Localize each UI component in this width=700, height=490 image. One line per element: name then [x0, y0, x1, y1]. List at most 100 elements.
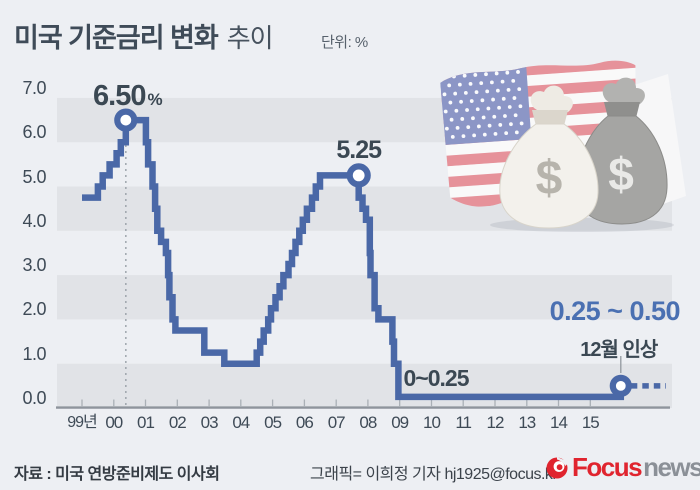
- flag-star: [441, 75, 446, 80]
- flag-star: [455, 126, 460, 130]
- annotation-peak-2000: 6.50%: [93, 80, 163, 113]
- flag-star: [482, 132, 487, 137]
- flag-star: [486, 106, 491, 111]
- x-tick-label: 99년: [67, 414, 98, 431]
- title-bold: 미국 기준금리 변화: [14, 23, 219, 53]
- flag-star: [519, 121, 524, 126]
- flag-star: [480, 98, 485, 103]
- y-tick-label: 1.0: [22, 343, 46, 364]
- rate-marker: [114, 108, 138, 132]
- peak-2000-value: 6.50: [93, 80, 146, 112]
- rate-markers: [114, 108, 632, 397]
- flag-star: [459, 99, 463, 104]
- flag-star: [504, 131, 509, 136]
- flag-star: [517, 87, 522, 92]
- flag-star: [465, 108, 469, 112]
- annotation-december-hike: 12월 인상: [580, 339, 658, 361]
- flag-star: [447, 83, 452, 88]
- x-tick-label: 02: [168, 413, 187, 432]
- logo-brand: Focus: [572, 452, 643, 482]
- flag-star: [505, 70, 510, 75]
- flag-star: [481, 115, 486, 120]
- flag-star: [460, 117, 465, 121]
- flag-star: [444, 126, 449, 131]
- flag-star: [448, 100, 453, 105]
- annotation-current-range: 0.25 ~ 0.50: [549, 296, 681, 326]
- annotation-peak-2006: 5.25: [336, 136, 382, 164]
- flag-star: [503, 114, 507, 118]
- flag-star: [461, 134, 466, 139]
- page-title: 미국 기준금리 변화 추이: [14, 16, 274, 55]
- flag-star: [472, 133, 477, 138]
- x-tick-label: 03: [200, 413, 219, 432]
- flag-star: [516, 70, 520, 74]
- y-tick-label: 5.0: [22, 166, 46, 187]
- x-tick-label: 08: [359, 413, 377, 432]
- flag-star: [477, 124, 481, 129]
- flag-star: [471, 116, 475, 121]
- flag-star: [463, 90, 468, 95]
- x-tick-label: 00: [105, 413, 123, 432]
- flag-star: [495, 88, 500, 93]
- flag-star: [492, 114, 497, 119]
- flag-star: [469, 99, 474, 103]
- flag-star: [513, 113, 518, 118]
- x-tick-label: 14: [550, 413, 568, 432]
- dollar-sign: $: [536, 152, 563, 205]
- flag-star: [485, 89, 490, 94]
- logo-suffix: news: [643, 452, 700, 482]
- x-tick-label: 07: [327, 413, 346, 432]
- flag-star: [479, 81, 484, 86]
- x-tick-label: 01: [137, 413, 155, 432]
- x-tick-label: 12: [486, 413, 505, 432]
- flag-star: [450, 134, 455, 139]
- credit-text: 그래픽= 이희정 기자 hj1925@focus.kr: [310, 466, 558, 483]
- flag-star: [518, 104, 523, 109]
- x-tick-label: 11: [455, 413, 472, 432]
- focus-news-logo: Focus news: [544, 452, 700, 483]
- flag-star: [507, 105, 512, 109]
- flag-star: [506, 87, 511, 92]
- grid-band: [57, 363, 672, 408]
- flag-star: [487, 123, 492, 128]
- x-tick-label: 13: [518, 413, 536, 432]
- y-tick-label: 7.0: [22, 77, 46, 98]
- title-light: 추이: [226, 23, 274, 53]
- flag-star: [453, 91, 458, 96]
- annotation-zero-range: 0~0.25: [403, 365, 470, 391]
- flag-star: [498, 123, 503, 127]
- x-axis: [56, 399, 670, 409]
- y-tick-label: 3.0: [22, 255, 46, 276]
- flag-star: [489, 80, 494, 85]
- x-tick-label: 09: [391, 413, 409, 432]
- flag-star: [462, 73, 467, 78]
- rate-step-line: [82, 116, 625, 401]
- flag-star: [494, 71, 499, 76]
- x-tick-label: 06: [295, 413, 314, 432]
- flag-star: [509, 122, 513, 127]
- x-tick-label: 15: [581, 413, 600, 432]
- y-tick-label: 2.0: [22, 299, 46, 320]
- flag-star: [475, 107, 480, 112]
- x-tick-label: 10: [423, 413, 441, 432]
- flag-star: [484, 72, 488, 77]
- gray-money-bag-icon: $: [575, 77, 668, 225]
- flag-star: [443, 109, 448, 114]
- flag-star: [468, 81, 473, 86]
- flag-star: [457, 82, 462, 87]
- flag-star: [491, 97, 495, 102]
- flag-star: [466, 125, 471, 130]
- white-money-bag-icon: $: [499, 85, 599, 229]
- flag-star: [474, 90, 479, 94]
- grid-band: [57, 275, 672, 320]
- flag-star: [497, 105, 501, 110]
- unit-label: 단위: %: [321, 34, 368, 51]
- flag-stars: [441, 70, 524, 139]
- y-tick-label: 6.0: [22, 122, 46, 143]
- flag-star: [473, 73, 478, 77]
- flag-star: [442, 92, 447, 97]
- y-tick-label: 4.0: [22, 210, 46, 231]
- flag-star: [500, 79, 505, 84]
